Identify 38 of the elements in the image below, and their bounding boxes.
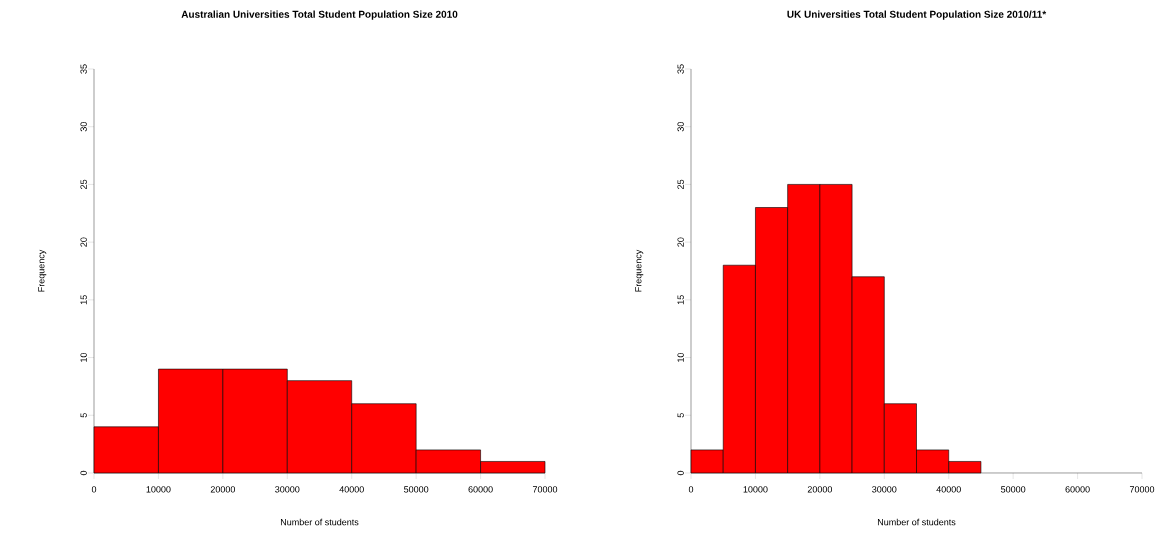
y-tick-label: 30 [677, 122, 684, 132]
x-tick-label: 0 [91, 486, 97, 493]
x-tick-label: 60000 [468, 486, 493, 493]
y-tick-label: 10 [80, 352, 87, 362]
x-tick-label: 40000 [339, 486, 364, 493]
x-tick-label: 10000 [743, 486, 768, 493]
x-tick-label: 60000 [1065, 486, 1090, 493]
x-tick-label: 10000 [146, 486, 171, 493]
chart-title: UK Universities Total Student Population Size 2010/11* [787, 10, 1047, 20]
x-tick-label: 20000 [210, 486, 236, 493]
x-tick-label: 50000 [1001, 486, 1026, 493]
y-axis-title: Frequency [635, 249, 644, 292]
x-tick-label: 70000 [532, 486, 558, 493]
x-tick-label: 20000 [807, 486, 833, 493]
y-tick-label: 35 [80, 64, 87, 74]
y-tick-label: 20 [677, 237, 684, 247]
y-tick-label: 25 [677, 179, 684, 189]
y-axis-title: Frequency [38, 249, 47, 292]
x-tick-label: 70000 [1129, 486, 1155, 493]
y-tick-label: 15 [677, 295, 684, 305]
x-tick-label: 40000 [936, 486, 961, 493]
y-tick-label: 30 [80, 122, 87, 132]
y-tick-label: 35 [677, 64, 684, 74]
y-tick-label: 0 [80, 470, 87, 476]
y-tick-label: 15 [80, 295, 87, 305]
y-tick-label: 0 [677, 470, 684, 476]
chart-title: Australian Universities Total Student Population Size 2010 [181, 10, 458, 20]
y-tick-label: 5 [677, 413, 684, 418]
x-axis-title: Number of students [280, 518, 359, 526]
x-axis-title: Number of students [877, 518, 956, 526]
x-tick-label: 30000 [275, 486, 300, 493]
x-tick-label: 0 [688, 486, 694, 493]
y-tick-label: 25 [80, 179, 87, 189]
y-tick-label: 5 [80, 413, 87, 418]
x-tick-label: 50000 [404, 486, 429, 493]
y-tick-label: 20 [80, 237, 87, 247]
y-tick-label: 10 [677, 352, 684, 362]
x-tick-label: 30000 [872, 486, 897, 493]
